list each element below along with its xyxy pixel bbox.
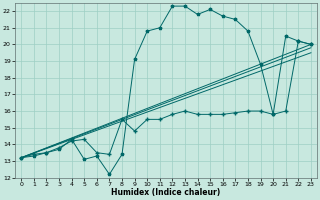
X-axis label: Humidex (Indice chaleur): Humidex (Indice chaleur) xyxy=(111,188,221,197)
